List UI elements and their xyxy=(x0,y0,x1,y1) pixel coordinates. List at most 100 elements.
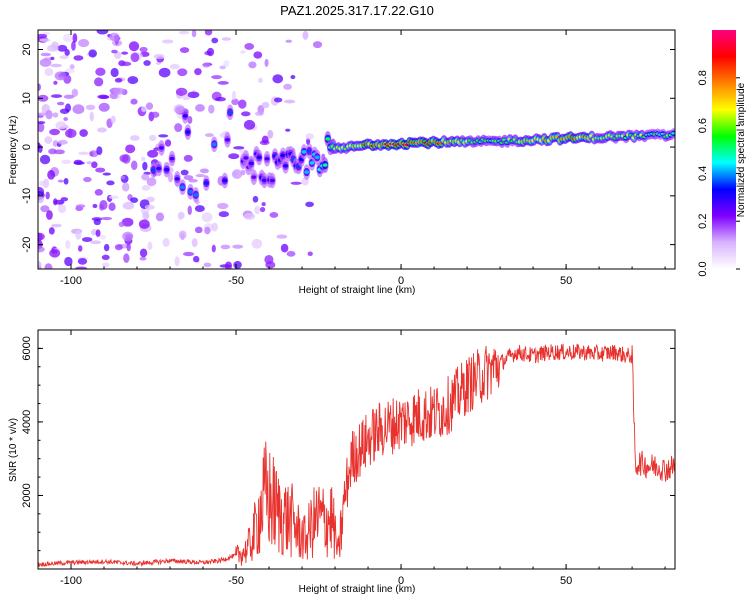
noise-blob xyxy=(40,52,52,57)
noise-blob xyxy=(114,77,123,83)
noise-blob xyxy=(73,55,84,61)
noise-blob xyxy=(46,210,53,220)
snr-frame xyxy=(37,329,676,570)
noise-blob xyxy=(187,91,200,99)
noise-blob xyxy=(141,173,150,181)
noise-blob xyxy=(139,46,148,53)
noise-blob xyxy=(89,111,94,122)
noise-blob xyxy=(130,135,140,141)
noise-blob xyxy=(57,179,64,183)
noise-blob xyxy=(220,244,231,250)
x-tick-label: 50 xyxy=(560,275,572,287)
noise-blob xyxy=(96,30,109,35)
x-tick-label: 0 xyxy=(398,575,404,587)
noise-blob xyxy=(175,87,188,97)
noise-blob xyxy=(64,256,73,267)
y-tick-label: 10 xyxy=(21,92,33,104)
noise-blob xyxy=(261,135,269,144)
ridge-core xyxy=(269,178,275,183)
noise-blob xyxy=(62,33,73,43)
noise-blob xyxy=(123,253,130,263)
ridge-core xyxy=(158,146,164,150)
noise-blob xyxy=(199,168,209,174)
noise-blob xyxy=(48,227,55,235)
noise-blob xyxy=(43,178,50,189)
noise-blob xyxy=(75,229,82,240)
ridge-core xyxy=(261,178,267,183)
noise-blob xyxy=(233,146,245,150)
noise-blob xyxy=(191,238,198,248)
noise-blob xyxy=(142,211,150,220)
noise-blob xyxy=(251,238,263,249)
noise-blob xyxy=(174,123,183,133)
spectrogram-y-ticks: -20 -10 0 10 20 xyxy=(21,43,675,253)
noise-blob xyxy=(108,195,120,200)
spectrogram-frame xyxy=(37,29,676,270)
noise-blob xyxy=(57,204,67,214)
noise-blob xyxy=(183,175,194,181)
noise-blob xyxy=(238,99,247,109)
snr-x-ticks: -100 -50 0 50 xyxy=(37,330,666,587)
noise-blob xyxy=(187,205,192,215)
noise-blob xyxy=(53,149,65,155)
noise-blob xyxy=(232,244,244,249)
noise-blob xyxy=(83,176,92,183)
ridge-core xyxy=(227,110,233,115)
noise-blob xyxy=(305,201,314,208)
noise-blob xyxy=(38,194,44,204)
noise-blob xyxy=(38,232,43,242)
noise-blob xyxy=(72,104,85,115)
noise-blob xyxy=(164,139,172,147)
noise-blob xyxy=(39,180,45,186)
chart-title: PAZ1.2025.317.17.22.G10 xyxy=(280,3,434,18)
noise-blob xyxy=(211,244,216,253)
noise-blob xyxy=(50,63,63,68)
colorbar-gradient xyxy=(712,30,736,269)
noise-blob xyxy=(101,262,110,268)
noise-blob xyxy=(95,167,106,173)
noise-blob xyxy=(88,49,97,58)
y-tick-label: 4000 xyxy=(21,410,33,434)
noise-blob xyxy=(273,97,283,103)
noise-blob xyxy=(161,39,174,44)
noise-blob xyxy=(179,47,190,53)
y-tick-label: 2000 xyxy=(21,483,33,507)
noise-blob xyxy=(94,189,103,196)
noise-blob xyxy=(38,246,45,253)
ridge-core xyxy=(203,181,209,185)
noise-blob xyxy=(147,241,153,251)
noise-blob xyxy=(259,207,266,213)
noise-blob xyxy=(243,213,256,220)
noise-blob xyxy=(38,33,48,39)
noise-blob xyxy=(283,99,296,104)
ridge-core xyxy=(251,175,257,179)
noise-blob xyxy=(119,154,129,163)
noise-blob xyxy=(195,104,205,112)
x-tick-label: -50 xyxy=(228,575,244,587)
snr-x-label: Height of straight line (km) xyxy=(299,584,416,595)
noise-blob xyxy=(95,229,101,237)
ridge-core xyxy=(283,164,289,168)
x-tick-label: 50 xyxy=(560,575,572,587)
noise-blob xyxy=(286,250,296,257)
noise-blob xyxy=(95,67,106,76)
colorbar-label: Normalized spectral amplitude xyxy=(736,82,747,217)
noise-blob xyxy=(38,260,42,269)
noise-blob xyxy=(243,119,256,130)
noise-blob xyxy=(290,75,296,80)
noise-blob xyxy=(155,212,165,222)
noise-blob xyxy=(44,136,53,144)
noise-blob xyxy=(158,134,169,138)
colorbar-tick-label: 0.0 xyxy=(697,261,709,276)
noise-blob xyxy=(219,65,226,70)
noise-blob xyxy=(38,122,45,133)
noise-blob xyxy=(142,161,148,171)
noise-blob xyxy=(182,251,195,257)
noise-blob xyxy=(38,94,49,102)
noise-blob xyxy=(240,50,246,54)
noise-blob xyxy=(211,37,219,44)
noise-blob xyxy=(127,76,139,85)
noise-blob xyxy=(180,169,189,176)
noise-blob xyxy=(39,154,51,165)
